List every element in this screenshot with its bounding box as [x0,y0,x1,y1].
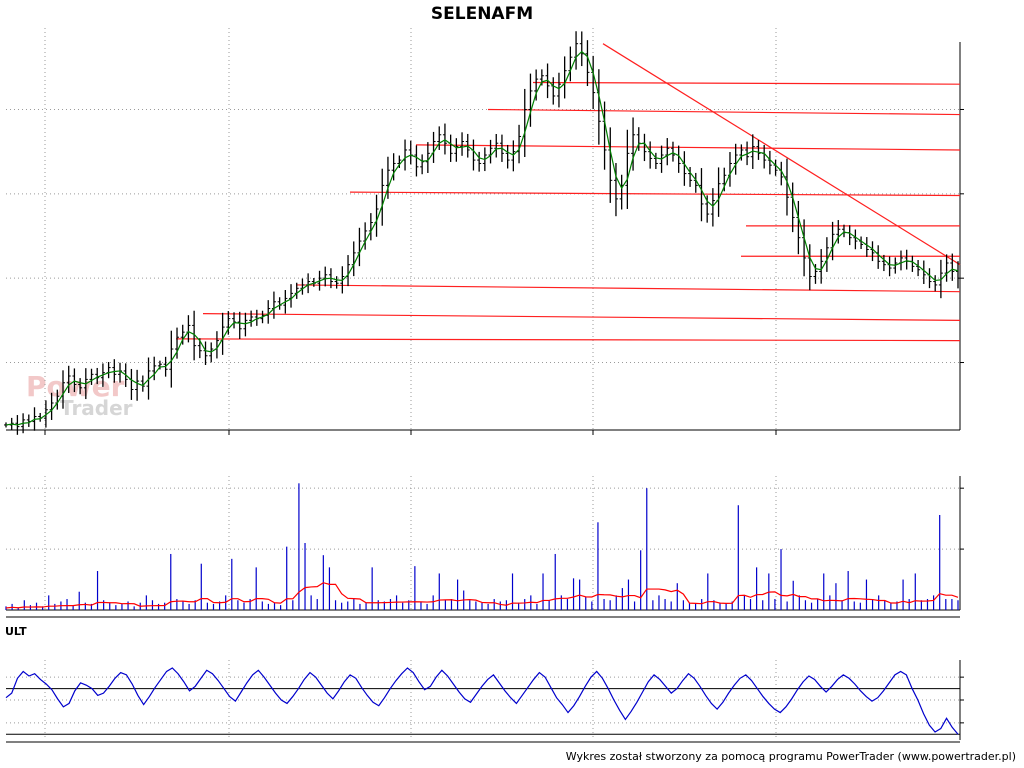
chart-title: SELENAFM [431,4,533,24]
price-panel [4,28,964,740]
volume-moving-average [5,582,959,609]
support-resistance-line [532,81,961,85]
watermark: Power Trader [26,370,133,420]
ult-panel: ULT [5,625,964,743]
price-moving-average [5,50,959,426]
ult-line [5,667,959,735]
support-resistance-line [415,144,961,151]
support-resistance-line [202,313,961,321]
volume-panel [5,476,964,618]
footer-credit: Wykres został stworzony za pomocą progra… [566,750,1016,763]
support-resistance-line [295,284,961,293]
support-resistance-line [487,108,961,116]
watermark-line-2: Trader [60,396,133,420]
ult-panel-label: ULT [5,625,27,638]
trend-line [602,43,961,266]
support-resistance-line [349,191,961,197]
support-resistance-line [175,338,961,342]
